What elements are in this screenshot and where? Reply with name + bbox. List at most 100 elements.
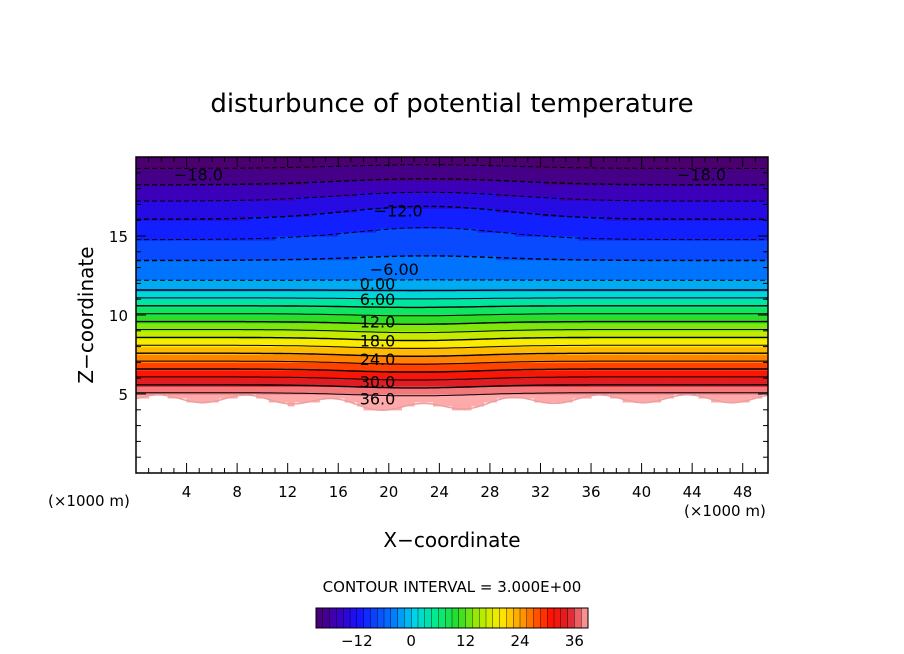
field-cell [319,204,327,209]
field-cell [546,386,554,391]
field-cell [458,307,466,312]
field-cell [489,220,497,225]
field-cell [382,220,390,225]
field-cell [136,291,143,296]
field-cell [382,318,390,324]
field-cell [243,200,251,205]
field-cell [527,192,535,198]
field-cell [300,200,308,205]
field-cell [154,322,162,328]
field-cell [546,239,554,245]
field-cell [230,247,238,253]
field-cell [641,251,649,257]
field-cell [224,243,232,249]
field-cell [388,378,396,383]
field-cell [420,243,428,249]
field-cell [635,224,643,229]
field-cell [597,259,605,265]
field-cell [458,334,466,340]
field-cell [262,299,270,304]
field-cell [414,232,421,237]
field-cell [527,307,535,312]
field-cell [628,394,636,399]
field-cell [420,279,428,284]
field-cell [331,255,339,261]
field-cell [420,271,428,277]
field-cell [565,267,573,273]
field-cell [553,342,561,348]
field-cell [376,267,384,273]
field-cell [237,291,245,296]
field-cell [237,160,245,166]
field-cell [527,318,535,324]
field-cell [161,208,169,213]
field-cell [173,330,181,336]
field-cell [426,295,434,300]
field-cell [597,315,605,320]
field-cell [534,204,542,209]
field-cell [186,362,194,367]
field-cell [211,279,219,284]
field-cell [565,259,573,265]
field-cell [167,338,175,344]
field-cell [281,334,289,340]
field-cell [256,251,263,257]
field-cell [388,259,396,265]
field-cell [262,196,270,202]
field-cell [628,370,636,375]
field-cell [192,247,200,253]
field-cell [237,338,245,344]
field-cell [414,247,421,253]
field-cell [572,322,579,328]
field-cell [148,330,156,336]
field-cell [452,263,459,269]
field-cell [192,283,200,288]
field-cell [591,220,598,225]
field-cell [306,267,314,273]
field-cell [628,243,636,249]
field-cell [173,228,181,233]
field-cell [464,350,472,356]
field-cell [256,184,263,190]
field-cell [401,188,409,194]
field-cell [161,172,169,178]
field-cell [527,295,535,300]
field-cell [559,271,567,277]
field-cell [294,322,301,328]
field-cell [287,200,295,205]
field-cell [477,299,485,304]
field-cell [306,338,314,344]
field-cell [154,160,162,166]
field-cell [553,184,561,190]
field-cell [192,307,200,312]
field-cell [167,236,175,241]
field-cell [243,247,251,253]
field-cell [363,184,371,190]
field-cell [458,271,466,277]
field-cell [281,204,289,209]
field-cell [603,200,611,205]
field-cell [180,204,188,209]
field-cell [376,405,384,411]
field-cell [306,346,314,352]
field-cell [628,322,636,328]
field-cell [319,322,327,328]
field-cell [363,228,371,233]
field-cell [622,378,630,383]
field-cell [407,390,415,395]
field-cell [420,397,428,403]
field-cell [458,326,466,332]
field-cell [477,330,485,336]
field-cell [275,164,282,170]
field-cell [591,275,598,281]
field-cell [268,180,276,186]
field-cell [294,338,301,344]
field-cell [458,251,466,257]
field-cell [205,224,213,229]
field-cell [148,251,156,257]
field-cell [363,255,371,261]
field-cell [420,295,428,300]
plot-area: −18.0 −18.0−12.0−6.000.006.0012.018.024.0… [136,157,768,411]
field-cell [597,243,605,249]
field-cell [199,172,207,178]
